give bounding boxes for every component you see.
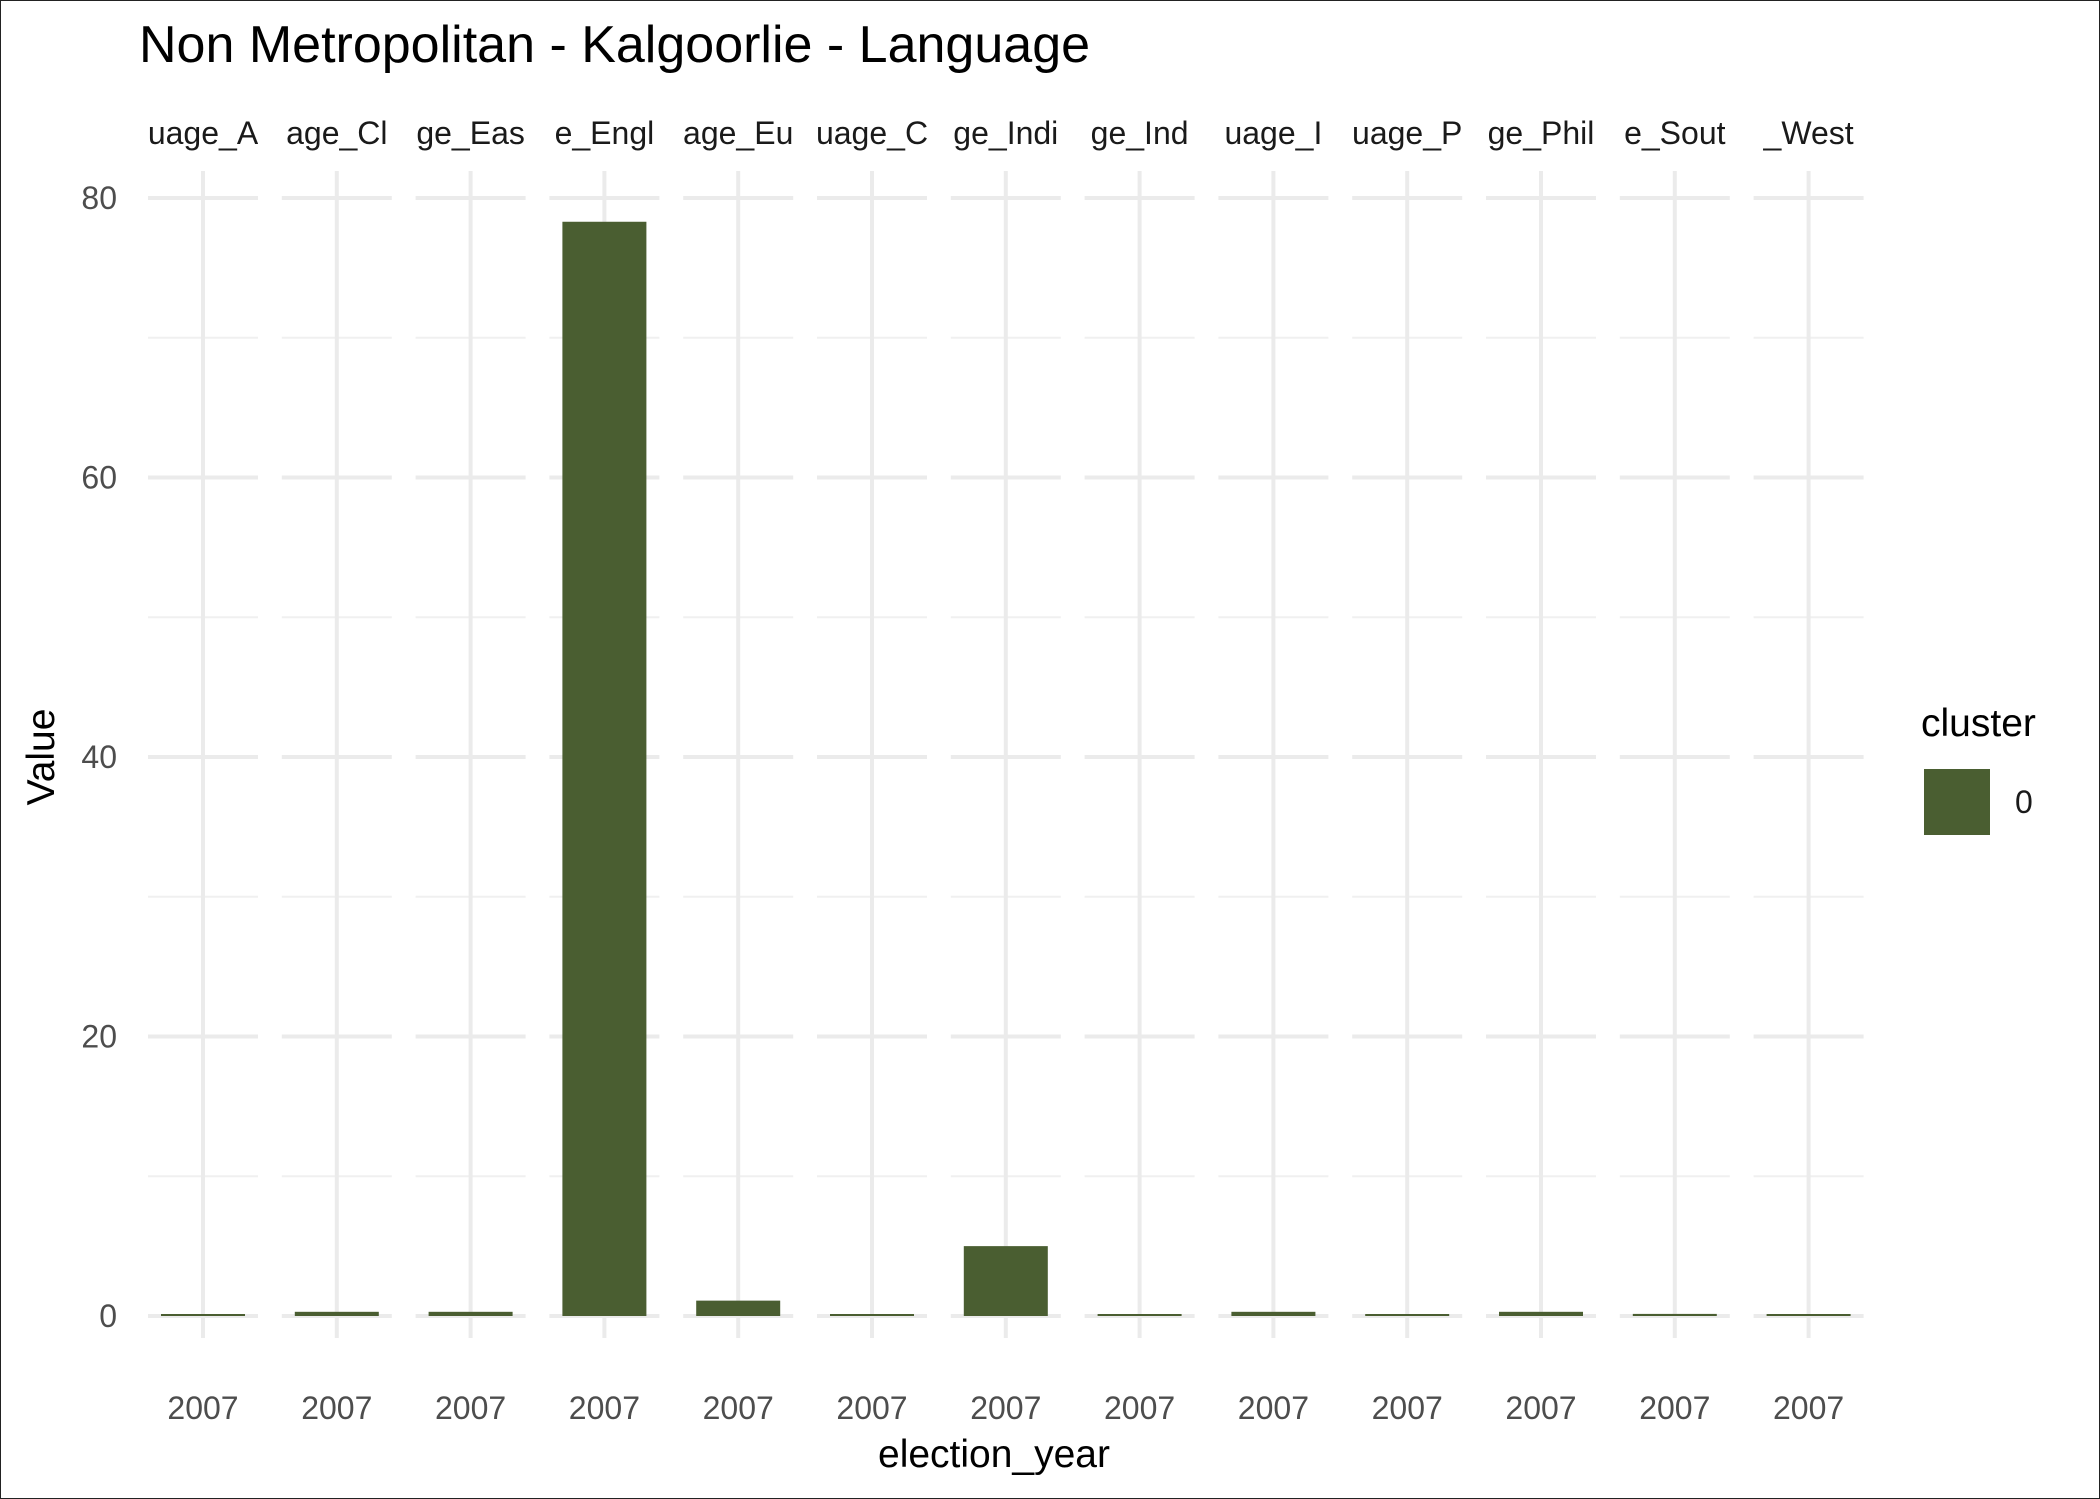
y-tick-label: 20 [81,1019,117,1055]
x-tick-label: 2007 [1505,1390,1576,1426]
legend-label-0: 0 [2015,784,2033,820]
bar [562,221,647,1316]
bar [1231,1311,1316,1316]
bar [696,1300,781,1316]
bar [1365,1314,1450,1316]
facet-strip-label: uage_A [148,115,259,151]
facet-strip-label: ge_Indi [953,115,1058,151]
bar [1766,1314,1851,1316]
legend-key-0 [1924,769,1990,835]
facet-panel: uage_A 2007 [148,115,259,1426]
bar [1097,1314,1182,1316]
facet-panel: age_Cl 2007 [281,115,392,1426]
bar [294,1311,379,1316]
y-tick-label: 0 [99,1298,117,1334]
bar [428,1311,513,1316]
facet-strip-label: uage_I [1224,115,1322,151]
facet-strip-label: ge_Eas [416,115,525,151]
facet-panel: e_Sout 2007 [1619,115,1730,1426]
y-tick-label: 80 [81,180,117,216]
bar [1632,1313,1717,1316]
x-tick-label: 2007 [1372,1390,1443,1426]
x-axis-title: election_year [878,1433,1110,1476]
y-tick-label: 60 [81,460,117,496]
x-tick-label: 2007 [703,1390,774,1426]
x-tick-label: 2007 [569,1390,640,1426]
x-tick-label: 2007 [836,1390,907,1426]
x-tick-label: 2007 [301,1390,372,1426]
chart-title: Non Metropolitan - Kalgoorlie - Language [139,16,1090,74]
facet-panel: uage_I 2007 [1218,115,1329,1426]
facet-panels: uage_A 2007 age_Cl 2007 ge_Eas 2007 e_Engl 2007… [148,115,1864,1426]
facet-strip-label: age_Cl [286,115,387,151]
x-tick-label: 2007 [970,1390,1041,1426]
y-tick-label: 40 [81,739,117,775]
legend-title: cluster [1921,702,2036,745]
facet-panel: _West 2007 [1753,115,1864,1426]
legend: cluster 0 [1921,702,2036,835]
facet-panel: uage_P 2007 [1352,115,1463,1426]
x-tick-label: 2007 [1238,1390,1309,1426]
bar [830,1314,914,1316]
facet-strip-label: e_Sout [1624,115,1726,151]
bar [1499,1311,1583,1316]
bar [161,1314,245,1316]
facet-panel: ge_Ind 2007 [1084,115,1195,1426]
facet-strip-label: ge_Ind [1091,115,1189,151]
facet-panel: uage_C 2007 [816,115,928,1426]
facet-strip-label: uage_C [816,115,928,151]
facet-panel: age_Eu 2007 [683,115,794,1426]
y-axis-title: Value [20,709,63,806]
y-axis: 0 20 40 60 80 [81,180,117,1334]
facet-panel: ge_Indi 2007 [950,115,1061,1426]
x-tick-label: 2007 [1104,1390,1175,1426]
x-tick-label: 2007 [1773,1390,1844,1426]
facet-strip-label: ge_Phil [1488,115,1595,151]
facet-panel: e_Engl 2007 [549,115,660,1426]
facet-strip-label: uage_P [1352,115,1462,151]
facet-strip-label: age_Eu [683,115,793,151]
facet-panel: ge_Phil 2007 [1486,115,1596,1426]
facet-strip-label: _West [1763,115,1854,151]
x-tick-label: 2007 [167,1390,238,1426]
facet-strip-label: e_Engl [555,115,655,151]
facet-panel: ge_Eas 2007 [415,115,526,1426]
bar [963,1246,1048,1316]
x-tick-label: 2007 [435,1390,506,1426]
x-tick-label: 2007 [1639,1390,1710,1426]
